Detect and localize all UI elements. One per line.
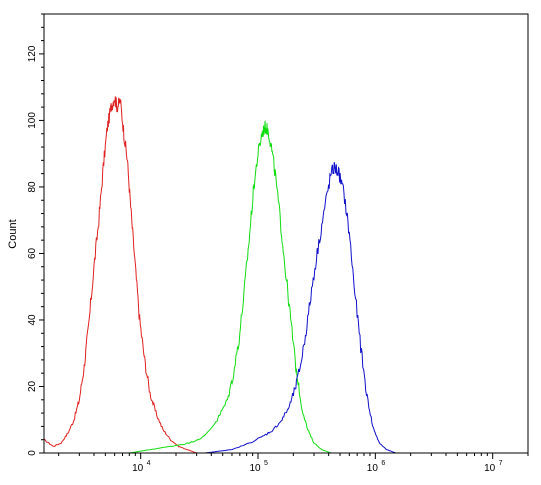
x-tick-exponent: 5 [264,460,268,467]
x-tick-exponent: 4 [147,460,151,467]
x-tick-label: 10 [484,463,496,474]
y-axis-ticks: 0 20 40 60 80 100 120 [27,13,44,456]
y-axis-label: Count [7,219,19,248]
histogram-series-2 [129,120,332,454]
plot-frame [43,13,529,454]
x-tick-label: 10 [367,463,379,474]
x-tick-exponent: 6 [381,460,385,467]
y-tick-label: 0 [27,450,38,456]
x-axis-ticks: 10 4 10 5 10 6 10 7 [58,453,529,474]
series-layer [43,96,397,454]
y-tick-label: 80 [27,181,38,193]
y-tick-label: 100 [27,112,38,129]
x-tick-label: 10 [132,463,144,474]
x-tick-label: 10 [249,463,261,474]
x-tick-exponent: 7 [499,460,503,467]
y-tick-label: 20 [27,380,38,392]
y-tick-label: 60 [27,247,38,259]
y-tick-label: 120 [27,45,38,62]
y-tick-label: 40 [27,314,38,326]
histogram-series-3 [204,161,397,454]
histogram-series-1 [43,96,197,454]
